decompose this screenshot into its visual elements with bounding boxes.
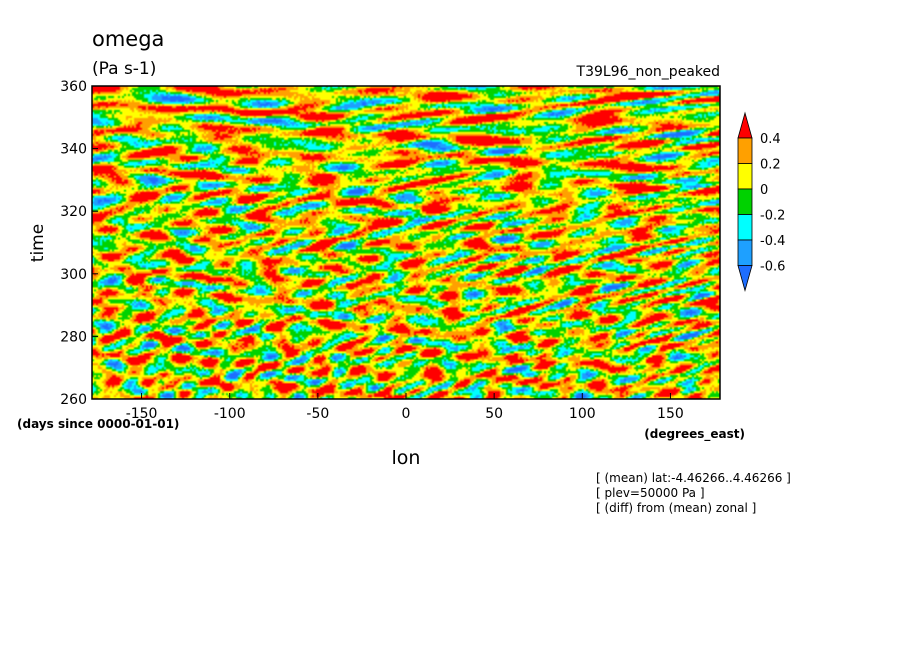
- y-tick-label: 340: [60, 142, 87, 158]
- y-axis: 260 280 300 320 340 360: [60, 79, 98, 408]
- colorbar-segment: [737, 163, 753, 190]
- x-tick-label: 100: [569, 406, 596, 422]
- y-tick-label: 260: [60, 392, 87, 408]
- colorbar: 0.4 0.2 0 -0.2 -0.4 -0.6: [737, 111, 785, 292]
- annotations: [ (mean) lat:-4.46266..4.46266 ] [ plev=…: [596, 471, 791, 515]
- colorbar-extend-bottom: [737, 265, 753, 292]
- x-tick-label: -100: [214, 406, 246, 422]
- annotation-plev: [ plev=50000 Pa ]: [596, 486, 705, 500]
- colorbar-segment: [737, 239, 753, 266]
- y-tick-label: 320: [60, 204, 87, 220]
- plot-area: [91, 85, 721, 400]
- y-units-label: (days since 0000-01-01): [17, 417, 179, 431]
- x-axis: -150 -100 -50 0 50 100 150: [126, 393, 684, 422]
- colorbar-level-label: -0.6: [760, 260, 785, 275]
- colorbar-level-label: 0.4: [760, 132, 781, 147]
- x-tick-label: 0: [402, 406, 411, 422]
- colorbar-level-label: 0.2: [760, 158, 781, 173]
- y-tick-label: 280: [60, 329, 87, 345]
- colorbar-level-label: -0.4: [760, 234, 785, 249]
- y-tick-label: 360: [60, 79, 87, 95]
- run-label: T39L96_non_peaked: [576, 64, 720, 80]
- colorbar-segment: [737, 137, 753, 164]
- colorbar-level-label: -0.2: [760, 209, 785, 224]
- colorbar-segment: [737, 214, 753, 241]
- chart-title: omega: [92, 27, 164, 51]
- x-tick-label: -50: [306, 406, 329, 422]
- heatmap-field: [92, 86, 720, 399]
- x-units-label: (degrees_east): [644, 427, 745, 442]
- x-tick-label: 50: [485, 406, 503, 422]
- y-tick-label: 300: [60, 267, 87, 283]
- x-axis-label: lon: [392, 447, 421, 469]
- colorbar-level-label: 0: [760, 183, 768, 198]
- chart-units: (Pa s-1): [92, 59, 156, 79]
- colorbar-segment: [737, 188, 753, 215]
- colorbar-extend-top: [737, 111, 753, 139]
- annotation-lat: [ (mean) lat:-4.46266..4.46266 ]: [596, 471, 791, 485]
- x-tick-label: 150: [657, 406, 684, 422]
- y-axis-label: time: [28, 224, 48, 262]
- annotation-diff: [ (diff) from (mean) zonal ]: [596, 501, 756, 515]
- x-tick-label: -150: [126, 406, 158, 422]
